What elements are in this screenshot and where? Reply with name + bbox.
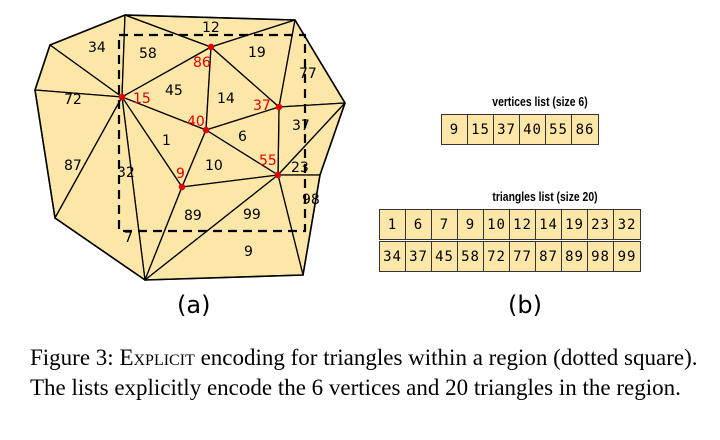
triangle-label: 7 xyxy=(124,230,133,246)
mesh-outline xyxy=(34,14,346,281)
caption-rest: encoding for triangles within a region (… xyxy=(30,345,698,400)
vertex-label: 86 xyxy=(193,55,211,71)
triangle-label: 72 xyxy=(64,92,82,108)
list-cell: 98 xyxy=(588,242,614,271)
list-cell: 72 xyxy=(484,242,510,271)
triangle-label: 6 xyxy=(238,129,247,145)
triangles-list-row-2: 34 37 45 58 72 77 87 89 98 99 xyxy=(379,241,641,272)
list-cell: 14 xyxy=(536,210,562,239)
triangle-label: 14 xyxy=(217,91,235,107)
vertex-dot xyxy=(178,183,186,191)
list-cell: 23 xyxy=(588,210,614,239)
triangle-label: 9 xyxy=(244,244,253,260)
list-cell: 87 xyxy=(536,242,562,271)
vertex-dot xyxy=(207,43,215,51)
vertex-label: 9 xyxy=(176,166,185,182)
triangle-label: 34 xyxy=(88,40,106,56)
vertex-dot xyxy=(275,103,283,111)
list-cell: 37 xyxy=(406,242,432,271)
panel-a-label: (a) xyxy=(177,291,211,319)
vertices-list-title: vertices list (size 6) xyxy=(492,94,588,109)
list-cell: 77 xyxy=(510,242,536,271)
caption-prefix: Figure 3: xyxy=(30,345,120,370)
triangle-label: 10 xyxy=(205,158,223,174)
list-cell: 37 xyxy=(494,115,520,144)
triangle-label: 58 xyxy=(139,46,157,62)
list-cell: 9 xyxy=(442,115,468,144)
list-cell: 7 xyxy=(432,210,458,239)
list-cell: 40 xyxy=(520,115,546,144)
list-cell: 34 xyxy=(380,242,406,271)
vertex-dot xyxy=(118,93,126,101)
mesh-triangles xyxy=(34,14,346,281)
list-cell: 45 xyxy=(432,242,458,271)
vertex-label: 40 xyxy=(187,114,205,130)
mesh-edges xyxy=(34,14,346,281)
figure-caption: Figure 3: Explicit encoding for triangle… xyxy=(30,343,720,403)
triangle-label: 1 xyxy=(162,133,171,149)
triangle-label: 19 xyxy=(248,45,266,61)
triangle-label: 87 xyxy=(64,158,82,174)
mesh-vertices: 86 15 37 40 55 9 xyxy=(118,43,283,191)
triangle-label: 98 xyxy=(302,192,320,208)
list-cell: 6 xyxy=(406,210,432,239)
triangle-label: 32 xyxy=(117,165,135,181)
list-cell: 19 xyxy=(562,210,588,239)
triangle-label: 77 xyxy=(299,66,317,82)
panel-b-label: (b) xyxy=(508,291,542,319)
vertex-dot xyxy=(274,171,282,179)
list-cell: 12 xyxy=(510,210,536,239)
region-dotted-square xyxy=(117,33,307,233)
caption-name: Explicit xyxy=(119,345,195,370)
triangles-list-row-1: 1 6 7 9 10 12 14 19 23 32 xyxy=(379,209,641,240)
vertex-label: 15 xyxy=(133,91,151,107)
triangle-label: 99 xyxy=(243,207,261,223)
vertex-dot xyxy=(202,126,210,134)
triangles-list-title: triangles list (size 20) xyxy=(492,189,598,204)
list-cell: 89 xyxy=(562,242,588,271)
list-cell: 55 xyxy=(546,115,572,144)
list-cell: 86 xyxy=(575,121,595,138)
list-cell: 9 xyxy=(458,210,484,239)
list-cell: 10 xyxy=(484,210,510,239)
list-cell: 1 xyxy=(380,210,406,239)
list-cell: 15 xyxy=(468,115,494,144)
triangle-label: 45 xyxy=(165,83,183,99)
vertex-label: 55 xyxy=(259,153,277,169)
list-cell: 99 xyxy=(617,248,637,265)
triangle-label: 37 xyxy=(292,118,310,134)
vertices-list: 9 15 37 40 55 86 xyxy=(441,114,599,145)
triangle-label: 12 xyxy=(202,20,220,36)
list-cell: 58 xyxy=(458,242,484,271)
list-cell: 32 xyxy=(617,216,637,233)
vertex-label: 37 xyxy=(253,98,271,114)
triangle-label: 23 xyxy=(291,160,309,176)
triangle-label: 89 xyxy=(184,208,202,224)
